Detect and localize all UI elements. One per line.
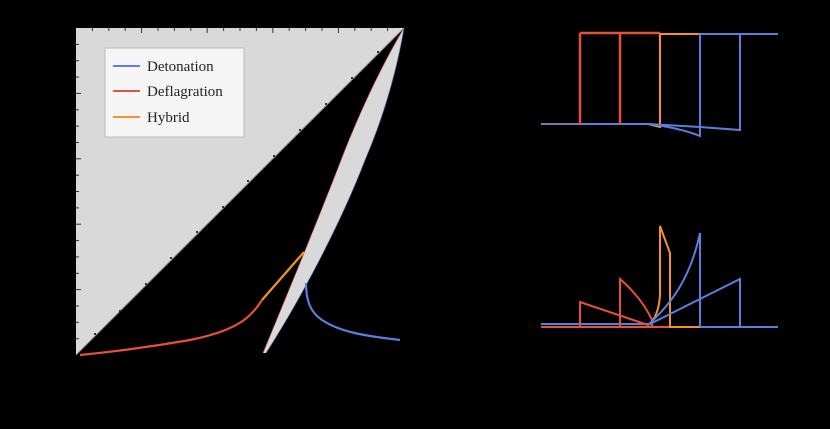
legend-item-hybrid: Hybrid: [113, 110, 190, 126]
top-detonation-profile-2: [647, 34, 741, 132]
deflagration-curve: [79, 299, 263, 357]
bottom-deflagration-profile-2: [619, 276, 653, 327]
legend: Detonation Deflagration Hybrid: [104, 47, 245, 138]
legend-item-detonation: Detonation: [113, 59, 214, 75]
top-hybrid-profile: [647, 34, 661, 129]
main-plot: Detonation Deflagration Hybrid: [75, 27, 405, 357]
bottom-detonation-profile-2: [647, 277, 741, 327]
legend-label-hybrid: Hybrid: [147, 110, 190, 126]
legend-label-detonation: Detonation: [147, 59, 214, 75]
top-right-plot: [541, 31, 778, 138]
diagonal-line: [75, 27, 405, 356]
lens-region: [263, 28, 404, 353]
legend-item-deflagration: Deflagration: [113, 84, 223, 100]
hybrid-curve: [261, 251, 305, 301]
diagonal-ticks: [94, 51, 379, 335]
lens-right-edge: [265, 27, 405, 354]
legend-label-deflagration: Deflagration: [147, 84, 223, 100]
y-axis-ticks: [76, 43, 81, 340]
x-axis-ticks: [91, 28, 389, 33]
detonation-curve: [304, 282, 401, 342]
lens-left-edge: [262, 27, 405, 354]
bottom-detonation-profile-1: [647, 232, 701, 327]
bottom-deflagration-profile-1: [579, 300, 649, 327]
bottom-right-plot: [541, 225, 778, 328]
top-detonation-profile-1: [647, 34, 701, 138]
